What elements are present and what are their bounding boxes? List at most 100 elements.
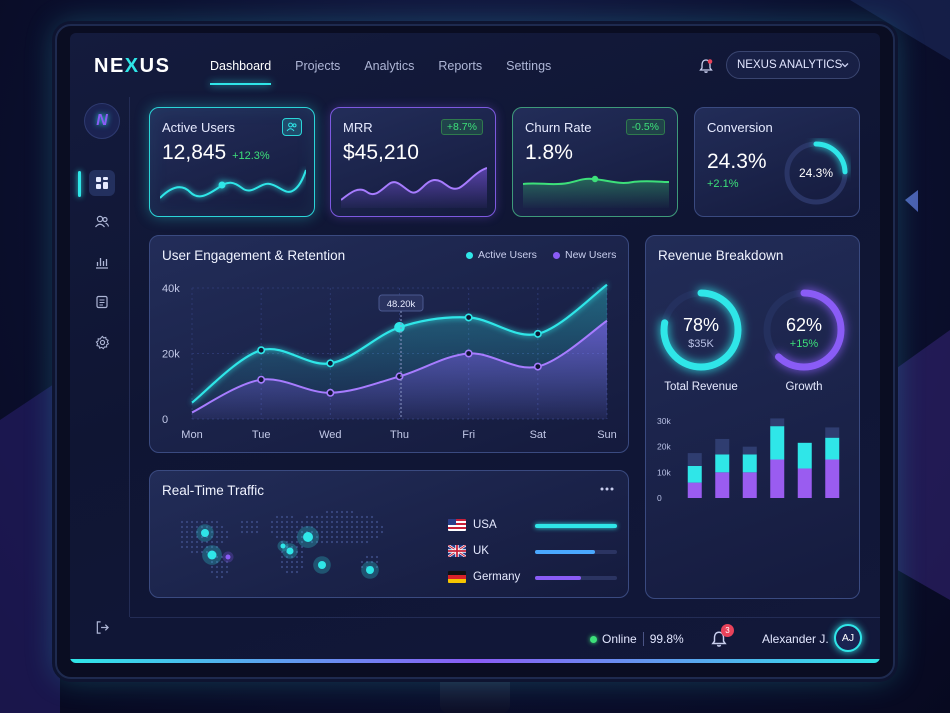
sidebar-logo[interactable]: N — [84, 103, 120, 139]
users-icon — [282, 118, 302, 136]
usa-flag-icon — [448, 519, 466, 531]
stacked-bar-segment[interactable] — [687, 453, 702, 466]
country-row-germany[interactable]: Germany — [448, 571, 520, 583]
sidebar-item-reports[interactable] — [89, 289, 115, 315]
new-users-point[interactable] — [326, 388, 335, 397]
new-users-point[interactable] — [464, 349, 473, 358]
legend-active-users[interactable]: Active Users — [466, 249, 537, 261]
stacked-bar-segment[interactable] — [687, 465, 702, 483]
usa-traffic-bar — [535, 524, 617, 528]
kpi-delta-badge: +8.7% — [440, 119, 483, 135]
new-users-area — [192, 320, 607, 419]
country-row-uk[interactable]: UK — [448, 545, 489, 557]
user-name[interactable]: Alexander J. — [762, 632, 829, 646]
active-users-point[interactable] — [533, 329, 542, 338]
y-tick-label: 0 — [162, 414, 168, 426]
x-tick-label: Sun — [597, 429, 617, 441]
sidebar-item-analytics[interactable] — [89, 249, 115, 275]
x-tick-label: Fri — [462, 429, 475, 441]
y-tick-label: 30k — [657, 416, 671, 426]
kpi-delta-badge: -0.5% — [625, 119, 665, 135]
nav-reports[interactable]: Reports — [438, 59, 483, 73]
kpi-title: Churn Rate — [525, 120, 592, 135]
kpi-title: Conversion — [707, 120, 773, 135]
traffic-hotspot[interactable] — [286, 547, 294, 555]
stacked-bar-segment[interactable] — [715, 472, 730, 498]
stacked-bar-segment[interactable] — [770, 426, 785, 460]
new-users-point[interactable] — [395, 372, 404, 381]
y-tick-label: 20k — [162, 349, 180, 361]
engagement-chart[interactable]: 0 20k 40k Mon Tue Wed Thu Fri Sat Sun 48.20k — [150, 236, 630, 454]
stacked-bar-segment[interactable] — [770, 459, 785, 499]
y-tick-label: 10k — [657, 467, 671, 477]
stacked-bar-segment[interactable] — [742, 446, 757, 455]
stacked-bar-segment[interactable] — [797, 442, 812, 469]
active-users-point[interactable] — [464, 313, 473, 322]
traffic-hotspot[interactable] — [207, 550, 217, 560]
new-users-point[interactable] — [257, 375, 266, 384]
world-map[interactable] — [180, 505, 430, 595]
app-logo[interactable]: NEXUS — [94, 55, 171, 77]
y-tick-label: 0 — [657, 493, 662, 503]
tooltip-value: 48.20k — [387, 299, 416, 310]
sidebar-item-settings[interactable] — [89, 329, 115, 355]
top-nav: Dashboard Projects Analytics Reports Set… — [210, 59, 575, 85]
traffic-title: Real-Time Traffic — [162, 483, 265, 498]
total-revenue-ring-arc — [660, 289, 742, 371]
status-text: Online — [602, 632, 637, 646]
kpi-card-churn-rate[interactable]: Churn Rate -0.5% 1.8% — [512, 107, 678, 217]
chevron-down-icon — [841, 63, 849, 68]
stacked-bar-segment[interactable] — [742, 472, 757, 498]
x-tick-label: Thu — [390, 429, 409, 441]
stacked-bar-segment[interactable] — [797, 468, 812, 498]
stacked-bar-segment[interactable] — [715, 454, 730, 473]
more-dots-icon[interactable] — [600, 487, 614, 491]
sidebar-logo-letter: N — [96, 112, 108, 129]
stacked-bar-segment[interactable] — [825, 437, 840, 460]
nav-analytics[interactable]: Analytics — [364, 59, 415, 73]
traffic-hotspot[interactable] — [280, 543, 286, 549]
stacked-bar-segment[interactable] — [687, 482, 702, 498]
traffic-hotspot[interactable] — [366, 566, 374, 574]
traffic-hotspot[interactable] — [201, 529, 209, 537]
revenue-stacked-bar-chart[interactable]: 0 10k 20k 30k — [657, 416, 840, 503]
active-users-point[interactable] — [257, 346, 266, 355]
kpi-card-active-users[interactable]: Active Users 12,845 +12.3% — [149, 107, 315, 217]
nav-dashboard[interactable]: Dashboard — [210, 59, 272, 85]
new-users-point[interactable] — [533, 362, 542, 371]
stacked-bar-segment[interactable] — [770, 418, 785, 427]
kpi-title: MRR — [343, 120, 373, 135]
revenue-rings: 78% $35K Total Revenue 62% +15% Growth 0… — [657, 289, 845, 503]
traffic-hotspot[interactable] — [303, 532, 313, 542]
active-users-point[interactable] — [326, 359, 335, 368]
active-users-point[interactable] — [394, 322, 405, 333]
country-row-usa[interactable]: USA — [448, 519, 497, 531]
sidebar-item-users[interactable] — [89, 209, 115, 235]
stacked-bar-segment[interactable] — [825, 459, 840, 499]
germany-flag-icon — [448, 571, 466, 583]
growth-ring[interactable]: 62% +15% Growth — [763, 289, 845, 393]
legend-new-users[interactable]: New Users — [553, 249, 616, 261]
total-revenue-ring[interactable]: 78% $35K Total Revenue — [660, 289, 742, 393]
sidebar-item-dashboard[interactable] — [89, 170, 115, 196]
traffic-hotspot[interactable] — [318, 561, 326, 569]
nav-settings[interactable]: Settings — [506, 59, 552, 73]
workspace-selector[interactable]: NEXUS ANALYTICS — [726, 51, 860, 79]
stacked-bar-segment[interactable] — [825, 427, 840, 438]
stacked-bar-segment[interactable] — [715, 438, 730, 455]
kpi-card-conversion[interactable]: Conversion 24.3% +2.1% 24.3% — [694, 107, 860, 217]
gear-icon — [95, 335, 109, 349]
kpi-value: 1.8% — [525, 141, 573, 164]
sidebar: N — [70, 97, 130, 617]
avatar[interactable]: AJ — [834, 624, 862, 652]
sidebar-item-logout[interactable] — [89, 614, 115, 640]
nav-projects[interactable]: Projects — [295, 59, 341, 73]
kpi-card-mrr[interactable]: MRR +8.7% $45,210 — [330, 107, 496, 217]
traffic-hotspot[interactable] — [225, 554, 231, 560]
legend-swatch — [553, 251, 560, 259]
stacked-bar-segment[interactable] — [742, 454, 757, 473]
notification-count-badge: 3 — [721, 624, 734, 637]
uk-flag-icon — [448, 545, 466, 557]
kpi-value: 24.3% — [707, 150, 767, 173]
bell-icon[interactable] — [698, 58, 714, 74]
